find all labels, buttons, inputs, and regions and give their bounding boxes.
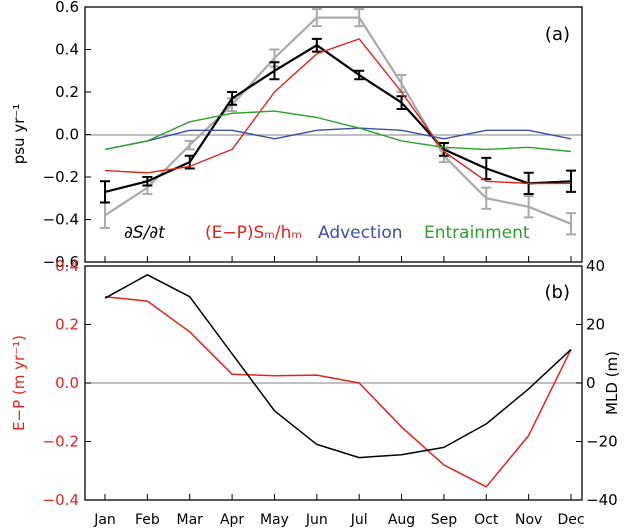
panel-a-series-0-error-bar [184,139,195,151]
x-tick-label-jul: Jul [350,512,368,528]
panel-a-series-0-error-bar [481,186,492,210]
legend-item-entrainment: Entrainment [424,223,530,243]
panel-a-y-axis-label: psu yr⁻¹ [10,104,28,165]
panel-a-series-1-line [104,44,572,193]
legend-item-advection: Advection [318,223,403,243]
panel-b-left-axis: 0.4 0.2 0.0 −0.2 −0.4 [43,257,91,509]
panel-b-right-tick-label: 0 [586,374,596,392]
panel-a-x-ticks [104,256,572,262]
x-tick-label-aug: Aug [388,512,415,528]
panel-b-left-tick-label: −0.4 [43,491,79,509]
x-tick-label-feb: Feb [135,512,160,528]
legend-item-emp: (E−P)Sₘ/hₘ [205,223,302,243]
panel-a-series-0-error-bar [100,201,110,229]
x-tick-label-nov: Nov [515,512,542,528]
panel-b-right-tick-label: −40 [586,491,618,509]
panel-a-y-tick-label: −0.4 [43,211,79,229]
panel-a-label: (a) [545,24,570,45]
panel-b-right-axis: 40 20 0 −20 −40 [576,257,618,509]
panel-b-left-tick-label: 0.2 [55,316,79,334]
panel-a-y-tick-label: 0.0 [55,126,79,144]
panel-a-y-tick-label: 0.4 [55,41,79,59]
panel-a-series-0-error-bar [566,212,576,236]
panel-b-left-tick-label: −0.2 [43,433,79,451]
panel-a-y-tick-label: −0.2 [43,168,79,186]
panel-b-left-tick-label: 0.0 [55,374,79,392]
panel-a-legend: ∂S/∂t (E−P)Sₘ/hₘ Advection Entrainment [124,223,530,243]
panel-b-series-left-line [104,295,572,488]
panel-a-series-1-error-bar [142,176,153,187]
panel-a-series-1-error-bar [566,169,576,193]
panel-a-series-1-error-bar [311,37,322,53]
panel-a-series-1-error-bar [438,142,449,157]
panel-a-y-tick-label: −0.6 [43,253,79,271]
panel-b-series-layer [104,274,572,488]
x-tick-label-oct: Oct [474,512,499,528]
panel-a-series-4-line [104,110,572,153]
panel-a: 0.6 0.4 0.2 0.0 −0.2 −0.4 −0.6 (a) psu yr⁻¹ ∂S… [10,0,583,271]
panel-a-y-tick-label: 0.2 [55,83,79,101]
x-tick-label-may: May [260,512,289,528]
panel-a-series-1-error-bar [269,61,280,81]
panel-a-series-0-error-bar [354,8,365,28]
panel-b-label: (b) [545,282,570,303]
panel-a-y-tick-label: 0.6 [55,0,79,16]
panel-b-right-tick-label: 40 [586,257,605,275]
panel-b-right-tick-label: −20 [586,433,618,451]
panel-a-series-1-error-bar [481,156,492,181]
panel-a-series-1-error-bar [227,91,238,106]
x-tick-label-jan: Jan [93,512,116,528]
x-tick-label-sep: Sep [431,512,458,528]
panel-b-right-axis-label: MLD (m) [603,351,621,415]
panel-a-series-1-error-bar [100,180,110,204]
panel-a-y-axis: 0.6 0.4 0.2 0.0 −0.2 −0.4 −0.6 [43,0,91,271]
x-tick-label-dec: Dec [557,512,584,528]
x-tick-label-apr: Apr [220,512,244,528]
panel-a-series-0-error-bar [523,195,534,219]
panel-b-series-right-line [104,274,572,459]
legend-item-dsdt: ∂S/∂t [124,223,166,243]
panel-b-left-axis-label: E−P (m yr⁻¹) [10,335,28,431]
x-tick-label-mar: Mar [177,512,204,528]
panel-b-right-tick-label: 20 [586,316,605,334]
panel-a-series-2-line [104,38,571,185]
x-tick-label-jun: Jun [305,512,328,528]
panel-b-left-tick-label: 0.4 [55,257,79,275]
panel-a-series-0-error-bar [311,8,322,28]
panel-b: 0.4 0.2 0.0 −0.2 −0.4 40 20 0 −20 −40 Jan Feb Mar A… [10,257,621,528]
panel-a-series-3-line [104,127,572,151]
panel-a-series-0-line [104,16,572,225]
panel-b-x-axis: Jan Feb Mar Apr May Jun Jul Aug Sep Oct Nov Dec [93,494,585,528]
panel-a-series-1-error-bar [354,69,365,81]
panel-a-series-layer [100,8,576,236]
